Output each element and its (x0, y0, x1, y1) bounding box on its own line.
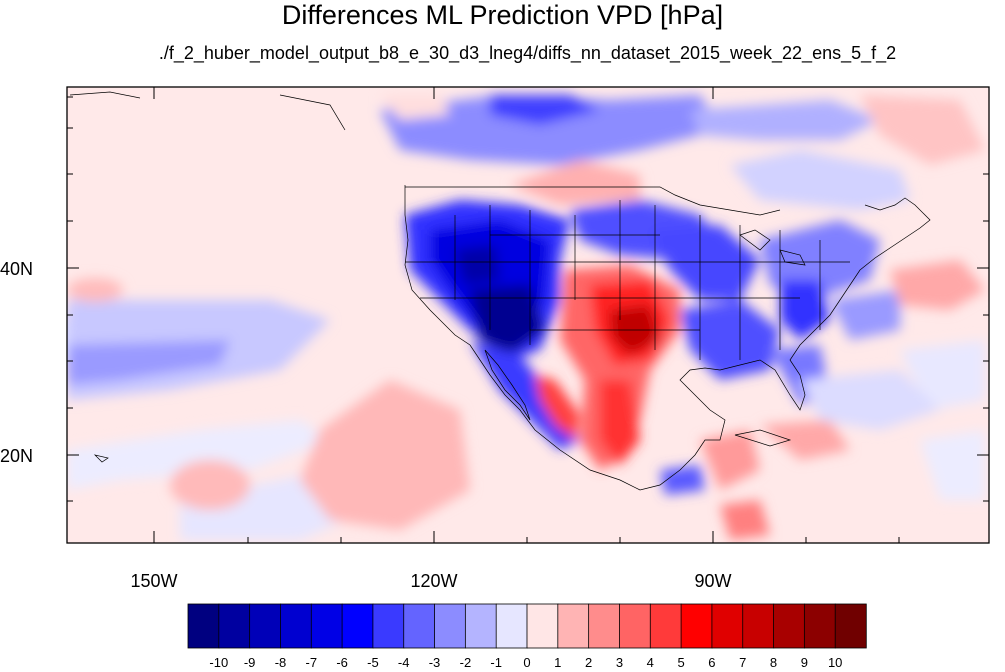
colorbar-tick-label: 9 (800, 655, 809, 670)
colorbar-tick-label: 10 (827, 655, 843, 670)
lat-label-40n: 40N (0, 259, 34, 279)
colorbar-swatch (619, 603, 651, 649)
colorbar-swatch (187, 603, 220, 649)
lon-label-150w: 150W (130, 571, 178, 591)
lat-label-20n: 20N (0, 446, 34, 466)
colorbar-tick-label: -4 (397, 655, 410, 670)
colorbar-swatch (834, 603, 867, 649)
colorbar-tick-label: 1 (554, 655, 562, 670)
colorbar-tick-label: 6 (708, 655, 716, 670)
colorbar-swatch (649, 603, 682, 649)
map-title: Differences ML Prediction VPD [hPa] (281, 0, 724, 30)
colorbar-swatch (249, 603, 282, 649)
colorbar-tick-label: -7 (305, 655, 318, 670)
colorbar-swatch (310, 603, 343, 649)
lon-label-120w: 120W (410, 571, 458, 591)
colorbar-tick-label: 2 (584, 655, 593, 670)
colorbar-tick-label: 3 (615, 655, 624, 670)
colorbar-tick-label: -6 (336, 655, 348, 670)
colorbar-tick-label: -2 (459, 655, 472, 670)
map-subtitle: ./f_2_huber_model_output_b8_e_30_d3_lneg… (158, 43, 897, 63)
lon-ticks (153, 87, 900, 543)
colorbar-tick-label: 4 (646, 655, 654, 670)
colorbar-swatch (773, 603, 806, 649)
colorbar-tick-label: -8 (274, 655, 287, 670)
colorbar-tick-label: 5 (677, 655, 685, 670)
colorbar-swatch (803, 603, 836, 649)
colorbar-swatch (218, 603, 251, 649)
colorbar-tick-label: -5 (367, 655, 379, 670)
colorbar-swatch (680, 603, 713, 649)
colorbar-swatch (372, 603, 405, 649)
vpd-difference-field (67, 87, 989, 543)
colorbar-tick-label: 7 (739, 655, 747, 670)
colorbar-swatch (341, 603, 374, 649)
colorbar-swatch (526, 603, 559, 649)
colorbar-swatch (742, 603, 775, 649)
colorbar-swatch (464, 603, 497, 649)
colorbar-swatch (434, 603, 467, 649)
colorbar-tick-label: 8 (769, 655, 778, 670)
colorbar (187, 603, 867, 649)
colorbar-swatch (495, 603, 528, 649)
colorbar-swatch (557, 603, 590, 649)
lat-ticks (67, 96, 989, 502)
colorbar-swatch (280, 603, 312, 649)
colorbar-tick-label: -1 (490, 655, 502, 670)
colorbar-tick-label: 0 (523, 655, 531, 670)
lon-label-90w: 90W (694, 571, 732, 591)
colorbar-tick-label: -10 (209, 655, 229, 670)
colorbar-swatch (711, 603, 744, 649)
colorbar-swatch (403, 603, 436, 649)
coastlines (69, 91, 931, 491)
colorbar-tick-label: -9 (243, 655, 256, 670)
colorbar-swatch (588, 603, 621, 649)
colorbar-tick-label: -3 (428, 655, 441, 670)
